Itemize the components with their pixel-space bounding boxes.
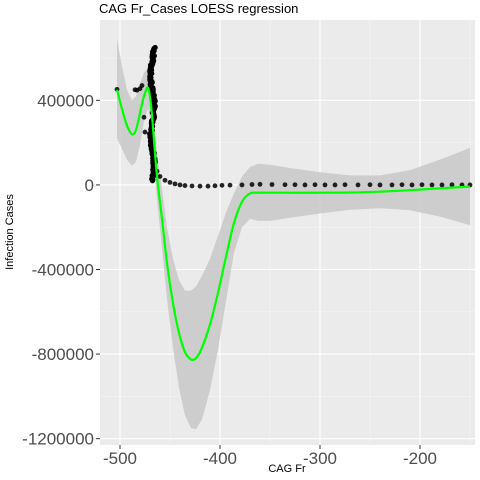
y-tick-label: -1200000 <box>22 430 94 449</box>
data-point <box>312 182 318 188</box>
data-point <box>249 182 255 187</box>
y-tick-label: 0 <box>85 176 94 195</box>
data-point <box>269 182 275 187</box>
data-point <box>282 182 288 188</box>
x-axis-ticks: -500 -400 -300 -200 <box>103 445 437 468</box>
data-point <box>342 182 348 188</box>
data-point <box>322 182 328 188</box>
data-point <box>399 182 405 188</box>
data-point <box>162 177 168 183</box>
data-point <box>257 181 263 187</box>
data-point <box>197 183 203 189</box>
plot-panel <box>100 20 475 445</box>
data-point <box>139 83 145 88</box>
data-point <box>182 183 188 188</box>
data-point <box>439 182 445 188</box>
x-tick-label: -500 <box>103 449 137 468</box>
data-point <box>429 182 435 188</box>
y-axis-title: Infection Cases <box>4 194 16 270</box>
data-point <box>239 182 245 188</box>
data-point <box>355 182 361 188</box>
data-point <box>219 182 225 188</box>
data-point <box>449 182 455 188</box>
data-point <box>292 182 298 188</box>
chart-title: CAG Fr_Cases LOESS regression <box>99 1 299 16</box>
data-point <box>389 182 395 188</box>
confidence-band <box>117 39 470 430</box>
data-point <box>212 183 218 189</box>
data-point <box>409 182 415 188</box>
x-tick-label: -400 <box>203 449 237 468</box>
data-point <box>172 181 178 187</box>
data-point <box>142 129 148 135</box>
data-point <box>205 183 211 189</box>
data-point <box>377 182 383 188</box>
data-point <box>419 182 425 188</box>
data-point <box>177 182 183 188</box>
data-point <box>332 182 338 188</box>
y-tick-label: -800000 <box>32 345 94 364</box>
data-point <box>157 174 163 179</box>
data-point <box>141 114 147 120</box>
x-tick-label: -300 <box>303 449 337 468</box>
data-point <box>152 44 158 51</box>
x-axis-title: CAG Fr <box>268 463 306 475</box>
y-tick-label: 400000 <box>37 91 94 110</box>
data-point <box>227 182 233 188</box>
scatter-points <box>114 83 473 189</box>
data-point <box>189 183 195 189</box>
x-tick-label: -200 <box>403 449 437 468</box>
data-point <box>302 182 308 188</box>
y-axis-ticks: 400000 0 -400000 -800000 -1200000 <box>22 91 100 449</box>
y-tick-label: -400000 <box>32 261 94 280</box>
data-point <box>367 182 373 188</box>
data-point <box>167 179 173 185</box>
loess-fit-line <box>115 86 471 362</box>
minor-grid <box>100 20 475 445</box>
